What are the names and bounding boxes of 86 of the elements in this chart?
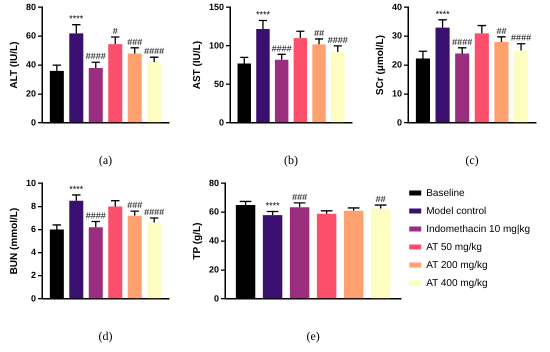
y-tick-label: 150	[208, 2, 224, 12]
bar	[274, 60, 288, 122]
data-label: ####	[272, 43, 292, 54]
y-axis-title: SCr (μmol/L)	[374, 35, 386, 96]
legend-label: Baseline	[426, 188, 466, 199]
bar	[147, 222, 162, 298]
data-label: ####	[144, 46, 164, 56]
bar	[331, 52, 344, 122]
data-label: ##	[314, 28, 324, 38]
bar	[69, 33, 84, 122]
y-axis-title: AST (IU/L)	[192, 40, 203, 90]
bar	[455, 54, 470, 122]
bar	[474, 33, 489, 122]
bar	[69, 200, 84, 298]
y-axis-title: ALT (IU/L)	[8, 42, 20, 89]
legend-label: AT 50 mg/kg	[426, 242, 482, 253]
y-tick-label: 10	[392, 88, 402, 98]
bar	[494, 42, 509, 122]
legend-label: AT 200 mg/kg	[426, 260, 488, 271]
data-label: ****	[69, 184, 84, 194]
bar	[436, 28, 450, 122]
y-tick-label: 2	[30, 270, 36, 280]
y-tick-label: 40	[26, 60, 36, 70]
data-label: ****	[69, 14, 84, 24]
bar	[88, 68, 103, 122]
data-label: ****	[256, 9, 270, 20]
y-tick-label: 60	[26, 30, 36, 41]
bar	[262, 215, 282, 298]
y-tick-label: 4	[30, 247, 36, 258]
bar	[312, 44, 326, 122]
y-tick-label: 50	[214, 78, 224, 89]
y-tick-label: 30	[392, 30, 402, 41]
y-tick-label: 20	[26, 88, 36, 98]
y-axis-title: TP (g/L)	[192, 222, 203, 260]
y-tick-label: 0	[219, 117, 224, 128]
y-tick-label: 100	[208, 40, 224, 50]
data-label: ****	[266, 200, 280, 211]
y-tick-label: 0	[30, 117, 36, 128]
data-label: ##	[496, 26, 506, 36]
y-tick-label: 40	[208, 236, 220, 246]
bar	[514, 50, 528, 122]
data-label: ###	[127, 36, 142, 47]
data-label: ###	[292, 192, 308, 202]
data-label: ****	[436, 8, 450, 19]
x-axis-title: (e)	[306, 328, 320, 343]
legend-label: Indomethacin 10 mg|kg	[426, 224, 530, 235]
bar	[108, 206, 122, 298]
legend-label: Model control	[426, 206, 486, 217]
bar	[370, 208, 390, 298]
bar	[290, 207, 310, 298]
y-tick-label: 0	[214, 293, 220, 304]
bar	[294, 38, 308, 122]
data-label: ####	[144, 207, 164, 218]
y-tick-label: 10	[26, 178, 36, 188]
bar	[256, 28, 270, 122]
bar	[108, 44, 122, 122]
x-axis-title: (c)	[465, 152, 479, 167]
data-label: #	[112, 26, 118, 36]
y-tick-label: 60	[208, 206, 220, 217]
data-label: ##	[376, 194, 386, 204]
data-label: ####	[328, 34, 348, 45]
data-label: ###	[127, 200, 142, 210]
bar	[88, 227, 103, 298]
bar	[128, 54, 142, 122]
y-tick-label: 20	[208, 264, 220, 274]
bar	[316, 214, 336, 298]
x-axis-title: (b)	[284, 152, 298, 167]
y-axis-title: BUN (mmol/L)	[8, 208, 20, 274]
y-tick-label: 80	[26, 2, 36, 12]
data-label: ####	[86, 51, 106, 62]
bar	[147, 62, 162, 122]
y-tick-label: 20	[392, 60, 402, 70]
legend-label: AT 400 mg/kg	[426, 278, 488, 289]
y-tick-label: 6	[30, 224, 36, 234]
bar	[344, 210, 364, 298]
data-label: ####	[86, 210, 106, 220]
x-axis-title: (a)	[98, 152, 112, 167]
bar	[128, 216, 142, 298]
data-label: ####	[452, 36, 472, 47]
y-tick-label: 8	[30, 200, 36, 211]
y-tick-label: 0	[30, 293, 36, 304]
y-tick-label: 40	[392, 2, 402, 12]
y-tick-label: 80	[208, 178, 220, 188]
x-axis-title: (d)	[98, 328, 113, 343]
data-label: ####	[511, 32, 532, 43]
y-tick-label: 0	[396, 117, 402, 128]
